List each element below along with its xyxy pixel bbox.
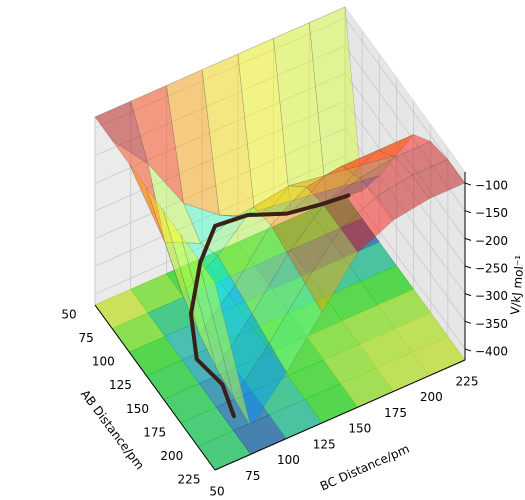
grid-line xyxy=(344,100,466,267)
x-tick-label: 150 xyxy=(126,402,149,416)
z-tick-label: −250 xyxy=(475,262,508,276)
y-tick-label: 125 xyxy=(313,437,336,451)
grid-line xyxy=(344,17,466,184)
grid-line xyxy=(94,100,346,212)
surface-patch xyxy=(236,185,290,217)
tick-mark xyxy=(464,348,472,352)
surface-patch xyxy=(233,342,287,428)
surface-patch xyxy=(163,211,217,369)
grid-line xyxy=(344,183,466,350)
surface-patch xyxy=(183,202,238,244)
z-tick-label: −100 xyxy=(475,179,508,193)
tick-mark xyxy=(464,293,472,297)
z-tick-label: −150 xyxy=(475,206,508,220)
x-tick-label: 100 xyxy=(92,355,115,369)
z-tick-label: −300 xyxy=(475,289,508,303)
trajectory xyxy=(189,193,351,419)
grid-line xyxy=(94,183,346,295)
surface-patch xyxy=(304,228,359,313)
grid-line xyxy=(94,155,346,267)
y-tick-label: 75 xyxy=(245,469,260,483)
grid-line xyxy=(344,73,466,239)
axis-line xyxy=(94,304,216,471)
surface-patch xyxy=(268,282,323,373)
surface-patch xyxy=(147,162,202,244)
z-axis-label: V/kJ mol⁻¹ xyxy=(508,254,525,315)
x-axis-label: AB Distance/pm xyxy=(78,387,147,472)
z-tick-label: −350 xyxy=(475,317,508,331)
surface-patch xyxy=(129,163,183,294)
surface-patch xyxy=(309,6,363,202)
axis-line xyxy=(214,359,466,471)
surface-patch xyxy=(287,204,342,284)
grid-line xyxy=(94,45,346,157)
surface-patch xyxy=(306,165,360,206)
y-tick-label: 150 xyxy=(348,422,371,436)
surface-patch xyxy=(377,134,432,158)
z-tick-label: −200 xyxy=(475,234,508,248)
surface-patch xyxy=(324,149,379,176)
surface-patch xyxy=(94,100,149,165)
y-tick-label: 225 xyxy=(456,375,479,389)
surface-patch xyxy=(358,156,413,197)
x-tick-label: 225 xyxy=(178,473,201,487)
surface-patch xyxy=(323,178,377,230)
grid-line xyxy=(94,128,346,240)
x-tick-label: 175 xyxy=(143,425,166,439)
tick-mark xyxy=(464,320,472,324)
surface-patch xyxy=(166,69,220,216)
y-tick-label: 200 xyxy=(420,390,443,404)
surface-patch xyxy=(251,253,306,344)
x-tick-label: 75 xyxy=(79,331,94,345)
surface-patch xyxy=(289,165,343,188)
grid-line xyxy=(344,128,466,294)
surface-patch xyxy=(326,175,380,202)
z-tick-label: −400 xyxy=(475,344,508,358)
y-tick-label: 50 xyxy=(209,485,224,499)
surface-patch xyxy=(146,187,200,334)
surface-patch xyxy=(197,258,251,427)
surface-patch xyxy=(360,134,414,166)
x-tick-label: 125 xyxy=(109,378,132,392)
surface-patch xyxy=(216,313,270,399)
surface-patch xyxy=(217,206,272,286)
grid-line xyxy=(94,17,346,129)
surface-patch xyxy=(130,85,184,204)
tick-mark xyxy=(464,182,472,186)
tick-mark xyxy=(464,237,472,241)
tick-mark xyxy=(464,265,472,269)
surface-patch xyxy=(340,196,394,253)
y-tick-label: 100 xyxy=(277,453,300,467)
grid-line xyxy=(94,72,346,184)
surface-patch xyxy=(234,224,289,315)
grid-line xyxy=(344,156,466,322)
surface-patch xyxy=(376,174,430,221)
grid-line xyxy=(344,45,466,211)
x-tick-label: 50 xyxy=(61,308,76,322)
surface-patch xyxy=(394,141,449,176)
surface-patch xyxy=(198,284,253,369)
surface-patch xyxy=(271,175,326,207)
surface-patch xyxy=(307,164,362,197)
surface-patch xyxy=(111,140,166,243)
x-tick-label: 200 xyxy=(160,449,183,463)
surface-patch xyxy=(341,149,396,179)
surface-patch xyxy=(180,234,234,398)
y-tick-label: 175 xyxy=(384,406,407,420)
surface-patch xyxy=(342,154,398,187)
tick-mark xyxy=(464,210,472,214)
